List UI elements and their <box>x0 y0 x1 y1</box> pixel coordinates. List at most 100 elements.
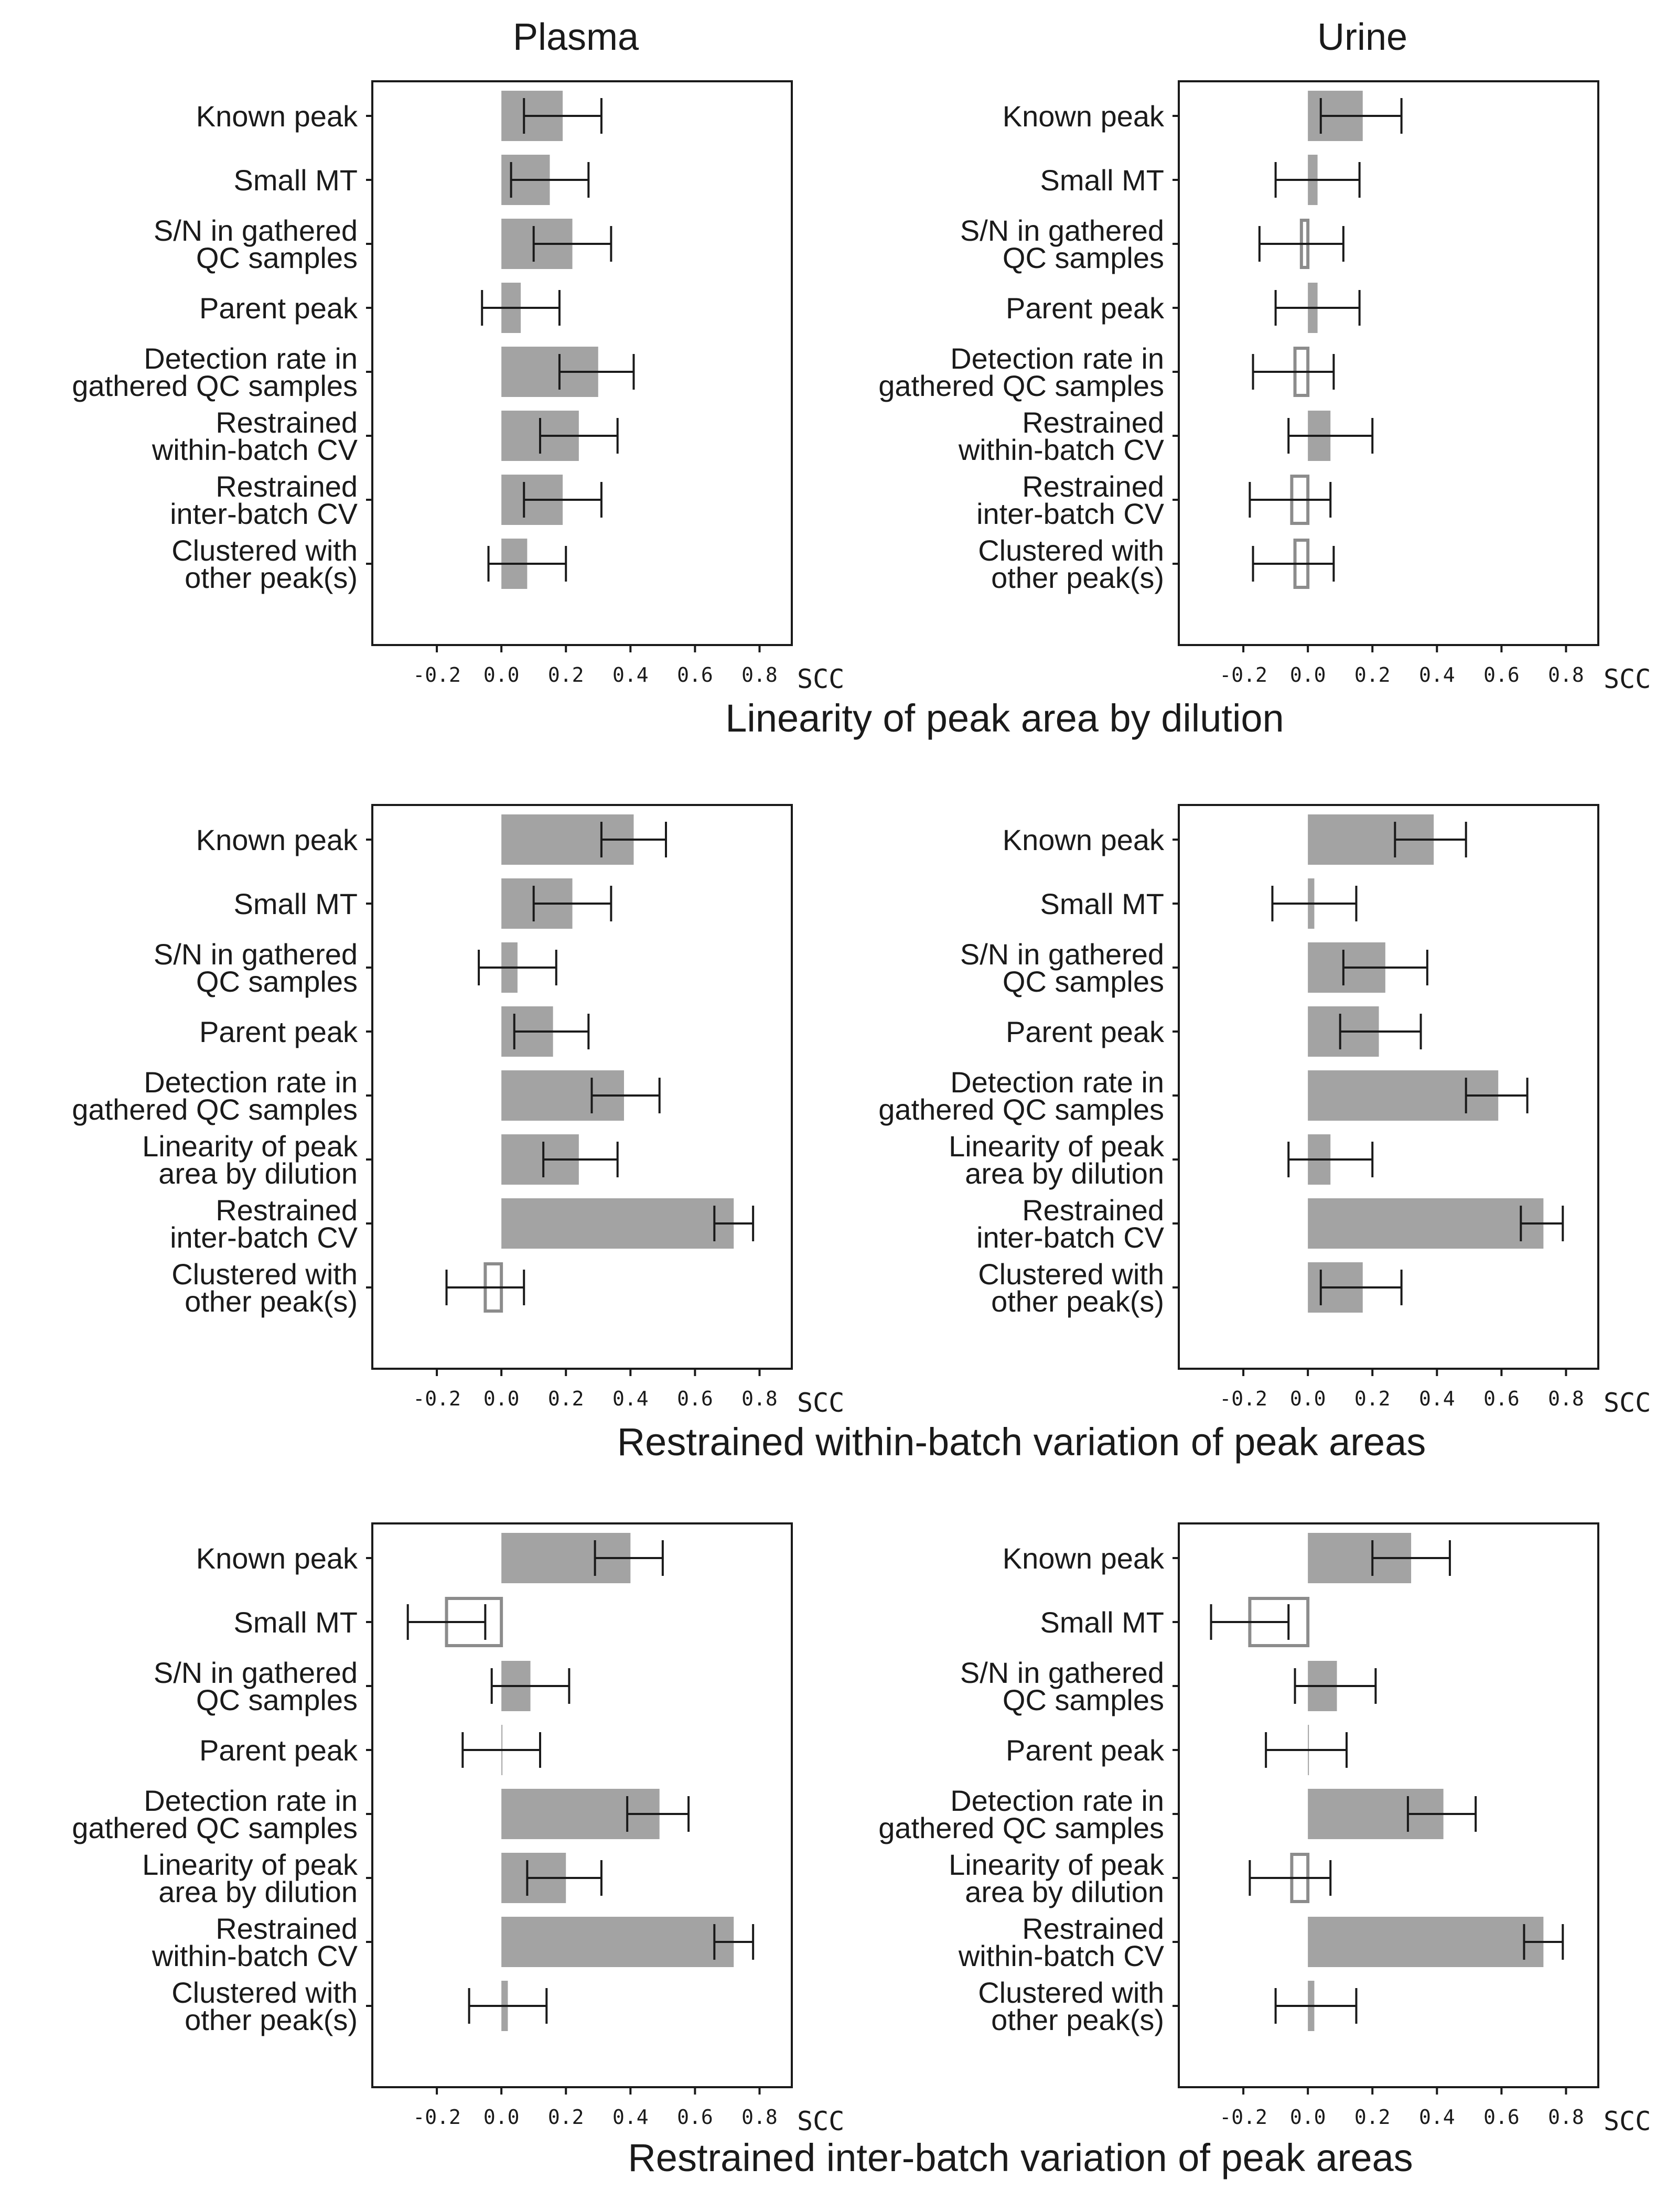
category-label-line: S/N in gathered <box>960 214 1164 247</box>
x-tick-label: 0.0 <box>483 663 520 686</box>
category-label: Linearity of peak area by dilution <box>949 1848 1165 1908</box>
category-label-line: QC samples <box>196 1683 358 1716</box>
x-axis-label: SCC <box>797 1388 844 1418</box>
category-label-line: Parent peak <box>199 1015 358 1048</box>
category-label: S/N in gathered QC samples <box>154 214 358 274</box>
category-label: Restrained inter-batch CV <box>170 1194 358 1254</box>
category-label: Restrained within-batch CV <box>152 406 358 466</box>
bar <box>501 1198 734 1249</box>
category-label-line: gathered QC samples <box>878 1811 1164 1844</box>
x-tick-label: 0.6 <box>1483 663 1520 686</box>
category-label: Known peak <box>196 100 358 133</box>
category-label: Restrained inter-batch CV <box>976 1194 1165 1254</box>
category-label-line: Restrained <box>216 1194 358 1227</box>
category-label-line: Detection rate in <box>950 342 1164 375</box>
x-axis-label: SCC <box>797 2106 844 2136</box>
category-label-line: Restrained <box>1022 1912 1164 1945</box>
category-label: Linearity of peak area by dilution <box>142 1848 358 1908</box>
category-label-line: other peak(s) <box>991 2003 1164 2036</box>
category-label-line: Restrained <box>1022 470 1164 503</box>
category-label-line: Linearity of peak <box>142 1130 358 1163</box>
x-tick-label: 0.4 <box>612 1387 649 1410</box>
category-label-line: other peak(s) <box>991 1285 1164 1318</box>
category-label: Parent peak <box>1006 1734 1165 1767</box>
category-label-line: Small MT <box>234 164 358 197</box>
category-label-line: Linearity of peak <box>949 1130 1165 1163</box>
row-title-linearity: Linearity of peak area by dilution <box>725 696 1284 740</box>
category-label: Known peak <box>196 1542 358 1575</box>
category-label-line: other peak(s) <box>185 1285 358 1318</box>
category-label: Small MT <box>1040 887 1164 920</box>
category-label-line: Detection rate in <box>950 1066 1164 1099</box>
category-label-line: Clustered with <box>978 534 1164 567</box>
plot-frame <box>1178 1522 1599 2088</box>
category-label: Clustered with other peak(s) <box>978 534 1164 594</box>
category-label-line: Parent peak <box>199 1734 358 1767</box>
x-tick-label: 0.4 <box>1419 663 1455 686</box>
category-label-line: Small MT <box>234 1606 358 1639</box>
category-label: Small MT <box>1040 164 1164 197</box>
category-label: Small MT <box>1040 1606 1164 1639</box>
plot-frame <box>371 804 793 1370</box>
x-tick-label: 0.8 <box>1548 663 1584 686</box>
panel-within-batch-plasma: Known peak Small MT S/N in gathered QC samp… <box>72 804 844 1418</box>
category-label: Clustered with other peak(s) <box>171 1258 358 1318</box>
category-label: Detection rate in gathered QC samples <box>878 1784 1164 1844</box>
x-axis-label: SCC <box>1604 664 1651 694</box>
x-tick-label: 0.4 <box>612 663 649 686</box>
category-label: Small MT <box>234 1606 358 1639</box>
category-label: Restrained inter-batch CV <box>976 470 1165 530</box>
category-label: Parent peak <box>199 292 358 325</box>
category-label-line: inter-batch CV <box>170 497 358 530</box>
category-label: Parent peak <box>199 1734 358 1767</box>
category-label-line: Parent peak <box>1006 1015 1165 1048</box>
category-label-line: S/N in gathered <box>960 1656 1164 1689</box>
category-label-line: S/N in gathered <box>154 1656 358 1689</box>
category-label: S/N in gathered QC samples <box>154 1656 358 1716</box>
category-label-line: Known peak <box>196 1542 358 1575</box>
plot-frame <box>1178 80 1599 646</box>
x-tick-label: 0.6 <box>677 2106 713 2129</box>
x-tick-label: 0.6 <box>1483 1387 1520 1410</box>
category-label: Restrained within-batch CV <box>958 1912 1165 1972</box>
category-label-line: Clustered with <box>171 1976 358 2009</box>
category-label-line: Clustered with <box>171 534 358 567</box>
category-label: Detection rate in gathered QC samples <box>72 1066 358 1126</box>
x-tick-label: 0.0 <box>483 1387 520 1410</box>
x-tick-label: 0.8 <box>741 663 778 686</box>
category-label: S/N in gathered QC samples <box>960 938 1164 998</box>
category-label-line: Known peak <box>1003 100 1165 133</box>
category-label: Detection rate in gathered QC samples <box>72 1784 358 1844</box>
category-label-line: inter-batch CV <box>976 497 1165 530</box>
x-tick-label: 0.0 <box>1290 1387 1326 1410</box>
x-axis-label: SCC <box>1604 2106 1651 2136</box>
category-label-line: Restrained <box>1022 406 1164 439</box>
category-label-line: Restrained <box>216 406 358 439</box>
bar <box>1308 1917 1544 1967</box>
category-label: Small MT <box>234 164 358 197</box>
category-label-line: within-batch CV <box>152 1939 358 1972</box>
x-tick-label: 0.2 <box>548 2106 584 2129</box>
category-label-line: area by dilution <box>158 1157 358 1190</box>
category-label-line: S/N in gathered <box>960 938 1164 971</box>
x-axis-label: SCC <box>797 664 844 694</box>
category-label-line: within-batch CV <box>958 433 1165 466</box>
category-label-line: Clustered with <box>978 1976 1164 2009</box>
x-tick-label: 0.2 <box>548 663 584 686</box>
category-label: Known peak <box>196 823 358 856</box>
category-label-line: gathered QC samples <box>72 369 358 402</box>
x-tick-label: -0.2 <box>1219 663 1267 686</box>
x-tick-label: -0.2 <box>413 663 461 686</box>
category-label-line: Parent peak <box>1006 292 1165 325</box>
category-label: Clustered with other peak(s) <box>978 1976 1164 2036</box>
category-label-line: Parent peak <box>199 292 358 325</box>
x-tick-label: 0.8 <box>741 2106 778 2129</box>
category-label: Parent peak <box>1006 292 1165 325</box>
x-tick-label: -0.2 <box>1219 2106 1267 2129</box>
category-label-line: within-batch CV <box>958 1939 1165 1972</box>
category-label-line: Known peak <box>196 100 358 133</box>
x-tick-label: 0.8 <box>741 1387 778 1410</box>
category-label: Clustered with other peak(s) <box>171 1976 358 2036</box>
category-label-line: Parent peak <box>1006 1734 1165 1767</box>
row-title-within-batch: Restrained within-batch variation of pea… <box>617 1420 1426 1464</box>
